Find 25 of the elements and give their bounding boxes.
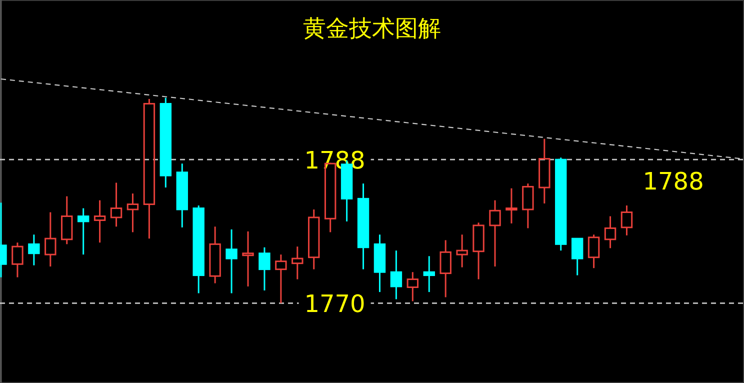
candlestick — [423, 255, 435, 293]
candlestick — [226, 228, 238, 294]
candlestick — [209, 226, 221, 284]
text: 黄金技术图解 — [303, 16, 441, 42]
candlestick — [160, 96, 172, 188]
y-tick-label: 1770 — [304, 290, 366, 318]
candlestick — [406, 271, 419, 302]
candlestick — [110, 182, 122, 228]
candlestick — [28, 234, 40, 266]
candlestick — [538, 138, 550, 204]
candlestick — [390, 250, 402, 300]
candlestick — [176, 162, 188, 228]
candlestick — [126, 192, 139, 233]
candlestick — [489, 200, 501, 268]
annotation: 1788 — [642, 168, 704, 196]
candlestick — [440, 239, 452, 298]
candlestick — [242, 230, 254, 288]
candlestick — [357, 182, 370, 270]
candlestick — [44, 211, 56, 268]
candlestick — [94, 200, 106, 244]
candlestick — [456, 234, 468, 268]
candlestick — [374, 234, 386, 293]
candlestick — [604, 215, 616, 249]
candlestick — [506, 188, 518, 224]
candlestick — [292, 246, 304, 280]
